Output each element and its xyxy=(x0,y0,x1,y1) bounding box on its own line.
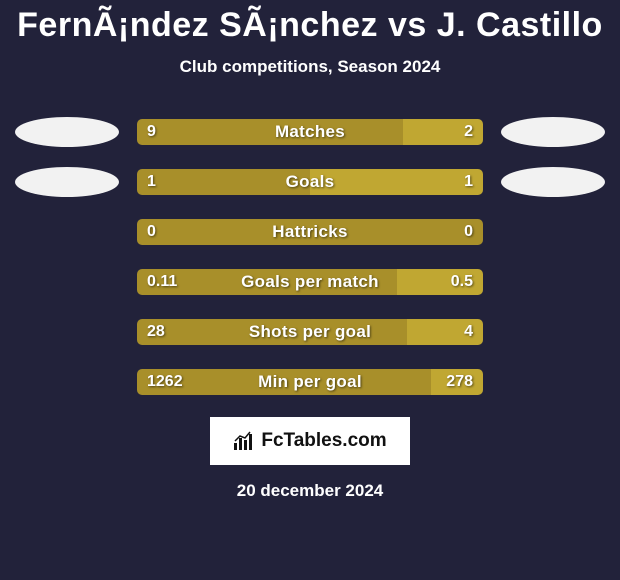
comparison-card: FernÃ¡ndez SÃ¡nchez vs J. Castillo Club … xyxy=(0,0,620,501)
bar-segment-left xyxy=(137,119,403,145)
stat-row: 00Hattricks xyxy=(0,217,620,247)
avatar-slot-right xyxy=(501,267,605,297)
avatar-slot-left xyxy=(15,167,119,197)
bar-segment-left xyxy=(137,269,397,295)
bar-segment-right xyxy=(397,269,484,295)
player-avatar-left xyxy=(15,117,119,147)
page-title: FernÃ¡ndez SÃ¡nchez vs J. Castillo xyxy=(0,6,620,45)
stat-bar: 00Hattricks xyxy=(137,219,483,245)
brand-text: FcTables.com xyxy=(261,430,386,452)
date-text: 20 december 2024 xyxy=(0,481,620,501)
bar-segment-left xyxy=(137,369,431,395)
stat-bar: 92Matches xyxy=(137,119,483,145)
player-avatar-left xyxy=(15,167,119,197)
stat-bar: 0.110.5Goals per match xyxy=(137,269,483,295)
avatar-slot-right xyxy=(501,317,605,347)
stat-row: 92Matches xyxy=(0,117,620,147)
bar-segment-right xyxy=(310,169,483,195)
bar-segment-right xyxy=(407,319,483,345)
player-avatar-right xyxy=(501,117,605,147)
player-avatar-right xyxy=(501,167,605,197)
brand-badge[interactable]: FcTables.com xyxy=(210,417,410,465)
bar-segment-right xyxy=(403,119,483,145)
stat-row: 0.110.5Goals per match xyxy=(0,267,620,297)
stat-bar: 1262278Min per goal xyxy=(137,369,483,395)
bar-segment-left xyxy=(137,169,310,195)
stat-bar: 284Shots per goal xyxy=(137,319,483,345)
avatar-slot-right xyxy=(501,167,605,197)
bar-segment-right xyxy=(431,369,483,395)
bar-segment-left xyxy=(137,219,483,245)
avatar-slot-right xyxy=(501,367,605,397)
stats-region: 92Matches 11Goals 00Hattricks 0.110.5Goals … xyxy=(0,117,620,397)
avatar-slot-left xyxy=(15,117,119,147)
avatar-slot-left xyxy=(15,267,119,297)
avatar-slot-right xyxy=(501,217,605,247)
avatar-slot-left xyxy=(15,317,119,347)
stat-bar: 11Goals xyxy=(137,169,483,195)
stat-row: 1262278Min per goal xyxy=(0,367,620,397)
bar-segment-left xyxy=(137,319,407,345)
stat-row: 11Goals xyxy=(0,167,620,197)
avatar-slot-left xyxy=(15,367,119,397)
avatar-slot-right xyxy=(501,117,605,147)
stat-row: 284Shots per goal xyxy=(0,317,620,347)
avatar-slot-left xyxy=(15,217,119,247)
bar-chart-icon xyxy=(233,431,255,451)
subtitle: Club competitions, Season 2024 xyxy=(0,57,620,77)
